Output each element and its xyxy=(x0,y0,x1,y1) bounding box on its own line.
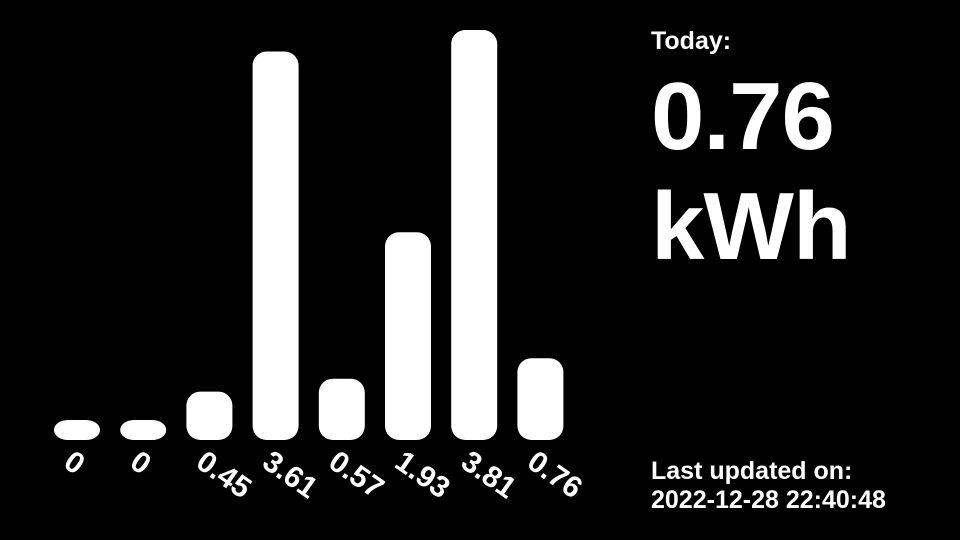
bar-value-label-4: 0.57 xyxy=(323,445,390,506)
bar-value-label-3: 3.61 xyxy=(257,445,324,506)
today-value: 0.76 xyxy=(651,63,835,170)
energy-bar-chart: 0 0 0.45 3.61 0.57 1.93 3.81 0.76 xyxy=(54,30,588,506)
bar-value-label-7: 0.76 xyxy=(521,445,588,506)
bar-7 xyxy=(517,358,564,440)
bar-1 xyxy=(120,420,167,440)
bar-labels-group: 0 0 0.45 3.61 0.57 1.93 3.81 0.76 xyxy=(58,445,588,506)
last-updated-label: Last updated on: xyxy=(651,457,853,485)
bar-value-label-0: 0 xyxy=(58,445,91,482)
bar-value-label-2: 0.45 xyxy=(190,445,257,506)
bar-5 xyxy=(385,232,431,440)
bars-group xyxy=(54,30,564,440)
bar-value-label-1: 0 xyxy=(124,445,157,482)
bar-value-label-5: 1.93 xyxy=(389,445,456,506)
last-updated-value: 2022-12-28 22:40:48 xyxy=(651,486,886,514)
today-unit: kWh xyxy=(651,173,852,280)
bar-3 xyxy=(252,51,299,440)
bar-0 xyxy=(54,420,100,440)
bar-2 xyxy=(186,391,233,440)
bar-4 xyxy=(318,378,365,440)
bar-value-label-6: 3.81 xyxy=(455,445,522,506)
bar-6 xyxy=(451,30,498,440)
today-label: Today: xyxy=(651,27,732,55)
